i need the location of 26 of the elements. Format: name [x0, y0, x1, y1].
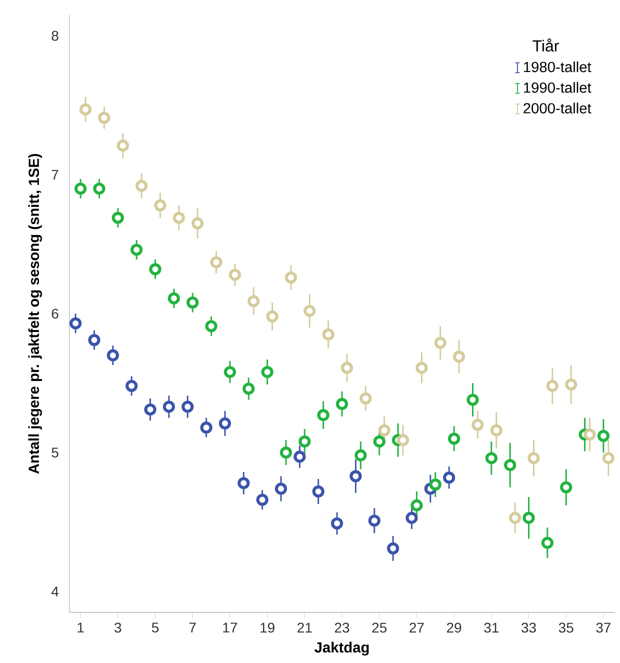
y-tick-label: 8 [52, 30, 58, 41]
x-tick-label: 35 [558, 622, 574, 633]
x-tick-label: 21 [298, 622, 312, 633]
x-tick-label: 17 [223, 622, 238, 632]
x-tick-label: 3 [114, 622, 122, 633]
x-tick-label: 19 [260, 622, 274, 633]
x-tick-label: 33 [521, 622, 536, 633]
x-tick-label: 1 [78, 622, 84, 632]
y-tick-label: 5 [52, 448, 58, 458]
legend-label: 1980-tallet [524, 61, 592, 72]
x-tick-label: 25 [372, 622, 387, 633]
y-tick-label: 6 [52, 308, 58, 319]
x-axis-title: Jaktdag [314, 642, 369, 656]
x-tick-label: 7 [189, 622, 196, 632]
x-tick-label: 31 [484, 622, 498, 633]
x-tick-label: 27 [410, 622, 424, 633]
y-axis-title: Antall jegere pr. jaktfelt og sesong (snitt, 1SE) [28, 154, 42, 474]
y-tick-label: 4 [51, 586, 59, 596]
x-tick-label: 5 [152, 622, 159, 633]
y-tick-label: 7 [52, 170, 58, 180]
legend-title: Tiår [532, 38, 559, 52]
legend-label: 2000-tallet [524, 102, 592, 114]
x-tick-label: 37 [596, 622, 611, 633]
legend-label: 1990-tallet [524, 82, 592, 93]
x-tick-label: 23 [334, 622, 350, 633]
x-tick-label: 29 [446, 622, 462, 633]
